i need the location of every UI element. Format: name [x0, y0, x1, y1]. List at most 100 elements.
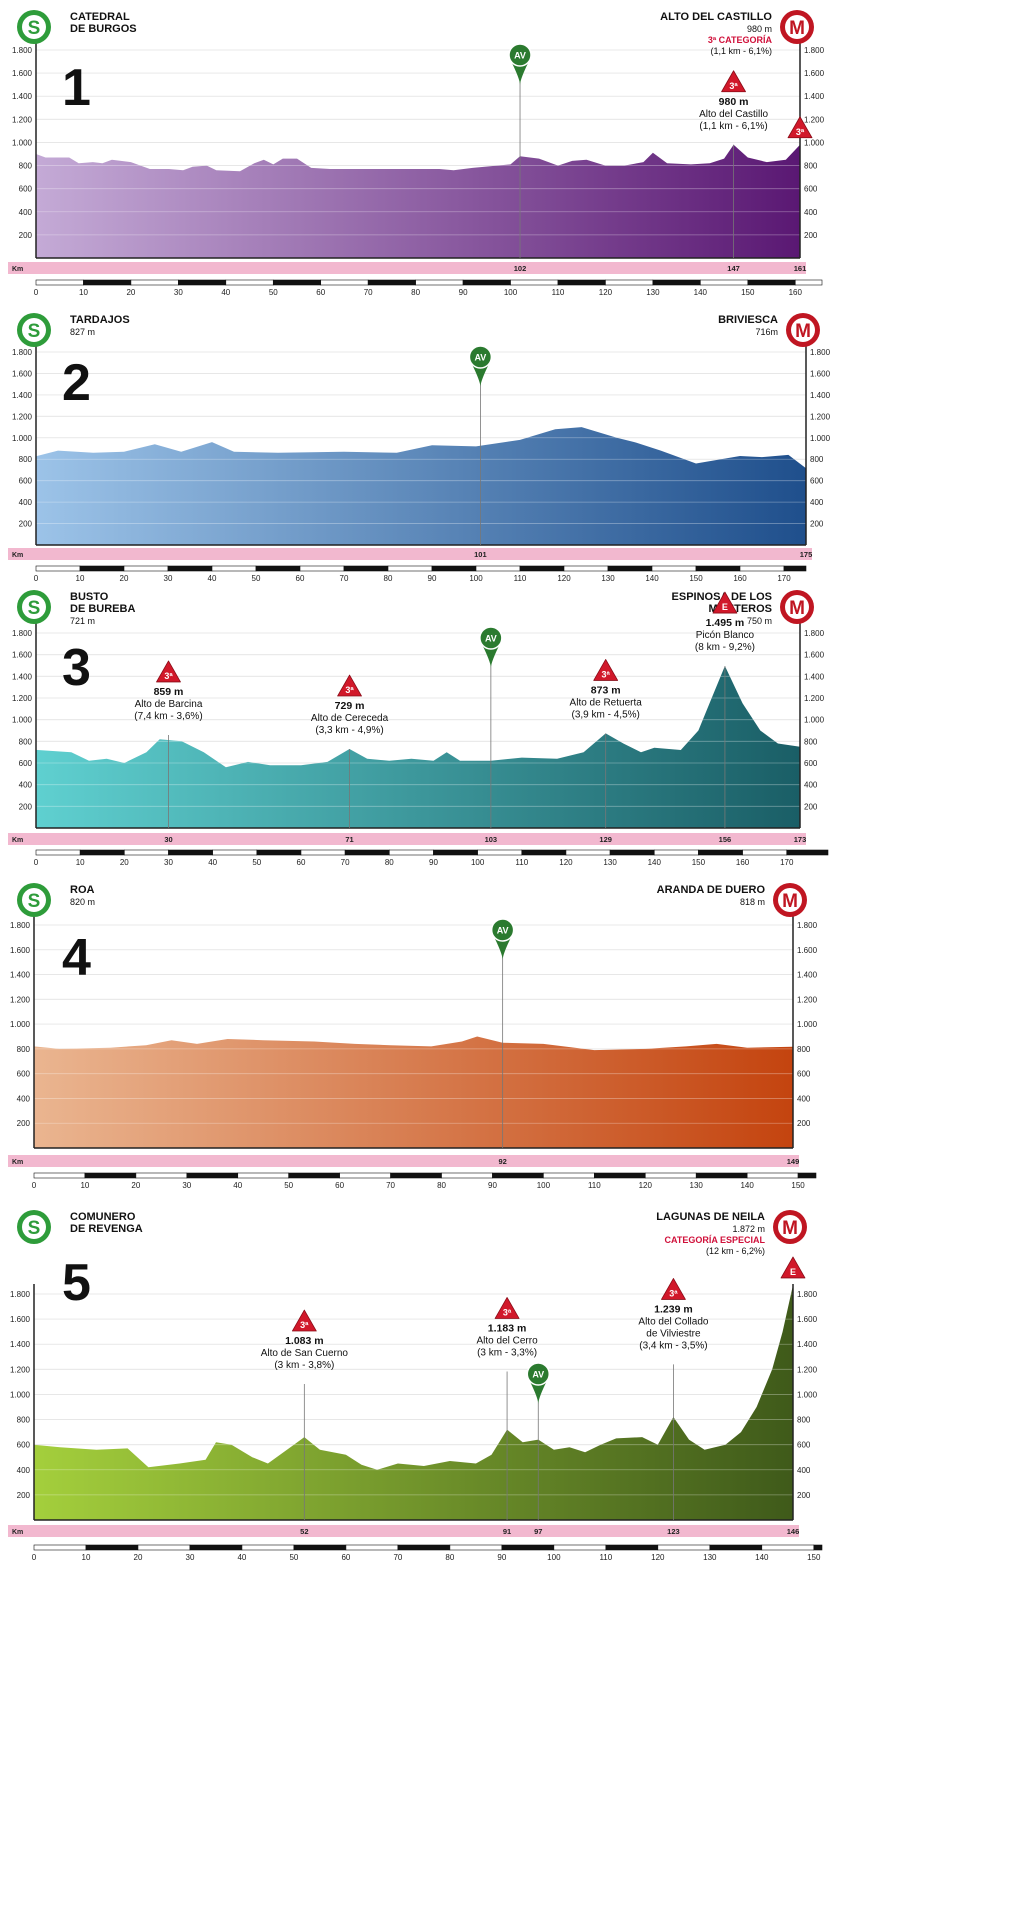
km-bar [8, 262, 806, 274]
y-tick-label-left: 600 [17, 1070, 31, 1079]
x-tick-label: 30 [164, 858, 173, 867]
scale-block [492, 1172, 544, 1179]
start-icon-inner [22, 318, 46, 342]
scale-block [390, 1172, 442, 1179]
y-tick-label-left: 200 [19, 520, 33, 529]
start-icon-inner [22, 1215, 46, 1239]
finish-altitude: 980 m [747, 24, 772, 34]
finish-icon-inner [785, 595, 809, 619]
y-tick-label-left: 800 [19, 455, 33, 464]
x-tick-label: 140 [694, 288, 708, 297]
climb-label: (3,4 km - 3,5%) [639, 1340, 707, 1351]
y-tick-label-right: 1.800 [804, 629, 825, 638]
y-tick-label-right: 1.600 [810, 369, 831, 378]
km-mark-label: 175 [800, 550, 813, 559]
x-tick-label: 0 [32, 1181, 37, 1190]
scale-block [135, 1172, 188, 1179]
scale-block [35, 279, 84, 286]
km-mark-label: 161 [794, 264, 807, 273]
av-icon [468, 345, 493, 369]
climb-category-label: 3ª [669, 1288, 678, 1298]
finish-altitude: 1.872 m [732, 1224, 765, 1234]
x-tick-label: 130 [646, 288, 660, 297]
stage-number: 5 [62, 1254, 91, 1312]
scale-block [501, 1544, 555, 1551]
km-mark-label: 147 [727, 264, 740, 273]
scale-block [783, 565, 807, 572]
y-tick-label-left: 200 [19, 802, 33, 811]
y-tick-label-left: 1.000 [12, 716, 33, 725]
x-tick-label: 120 [557, 574, 571, 583]
y-tick-label-right: 1.000 [810, 434, 831, 443]
climb-label: de Vilviestre [646, 1328, 701, 1339]
climb-category-icon [337, 674, 362, 697]
y-tick-label-right: 800 [797, 1045, 811, 1054]
y-tick-label-right: 1.200 [810, 412, 831, 421]
climb-label: Picón Blanco [696, 630, 755, 641]
scale-block [700, 279, 749, 286]
x-tick-label: 60 [335, 1181, 344, 1190]
x-tick-label: 120 [639, 1181, 653, 1190]
x-tick-label: 10 [76, 858, 85, 867]
scale-block [320, 279, 369, 286]
x-tick-label: 20 [126, 288, 135, 297]
climb-label: Alto del Collado [638, 1316, 708, 1327]
x-tick-label: 50 [252, 574, 261, 583]
scale-block [79, 565, 125, 572]
y-tick-label-right: 1.800 [797, 921, 818, 930]
y-tick-label-left: 1.000 [12, 138, 33, 147]
scale-block [652, 279, 701, 286]
scale-block [339, 1172, 391, 1179]
x-tick-label: 90 [488, 1181, 497, 1190]
x-tick-label: 160 [789, 288, 803, 297]
climb-label: (3,9 km - 4,5%) [572, 709, 640, 720]
climb-label: Alto del Castillo [699, 109, 768, 120]
climb-label: (3,3 km - 4,9%) [315, 725, 383, 736]
finish-icon-inner [791, 318, 815, 342]
scale-block [123, 565, 169, 572]
y-tick-label-left: 400 [17, 1466, 31, 1475]
y-tick-label-right: 1.800 [804, 46, 825, 55]
scale-block [130, 279, 179, 286]
x-tick-label: 140 [648, 858, 662, 867]
y-tick-label-left: 600 [19, 185, 33, 194]
y-tick-label-right: 1.600 [797, 946, 818, 955]
climb-category-icon [291, 1309, 317, 1332]
start-icon: S [28, 1218, 41, 1239]
y-tick-label-left: 1.400 [12, 92, 33, 101]
finish-icon: M [782, 1218, 798, 1239]
y-tick-label-right: 1.400 [797, 971, 818, 980]
x-tick-label: 100 [469, 574, 483, 583]
x-tick-label: 160 [733, 574, 747, 583]
climb-label: (3 km - 3,8%) [274, 1360, 334, 1371]
x-tick-label: 130 [703, 1553, 717, 1562]
x-tick-label: 90 [459, 288, 468, 297]
scale-block [651, 565, 697, 572]
y-tick-label-right: 600 [797, 1070, 811, 1079]
start-name: COMUNERO [70, 1211, 136, 1223]
scale-block [553, 1544, 607, 1551]
climb-label: 1.239 m [654, 1303, 693, 1315]
scale-block [345, 1544, 399, 1551]
y-tick-label-right: 1.000 [797, 1020, 818, 1029]
climb-category-label: 3ª [796, 127, 805, 137]
x-tick-label: 170 [780, 858, 794, 867]
climb-category-icon [787, 116, 813, 139]
scale-block [594, 1172, 646, 1179]
y-tick-label-left: 400 [17, 1094, 31, 1103]
scale-block [293, 1544, 347, 1551]
km-mark-label: 173 [794, 835, 807, 844]
y-tick-label-right: 800 [810, 455, 824, 464]
x-tick-label: 20 [131, 1181, 140, 1190]
y-tick-label-left: 1.600 [12, 69, 33, 78]
scale-block [742, 849, 788, 856]
scale-block [605, 1544, 659, 1551]
climb-label: 1.083 m [285, 1335, 324, 1347]
y-tick-label-right: 1.400 [804, 92, 825, 101]
finish-detail: (1,1 km - 6,1%) [710, 46, 772, 56]
x-tick-label: 140 [740, 1181, 754, 1190]
scale-block [605, 279, 654, 286]
km-mark-label: 52 [300, 1527, 308, 1536]
